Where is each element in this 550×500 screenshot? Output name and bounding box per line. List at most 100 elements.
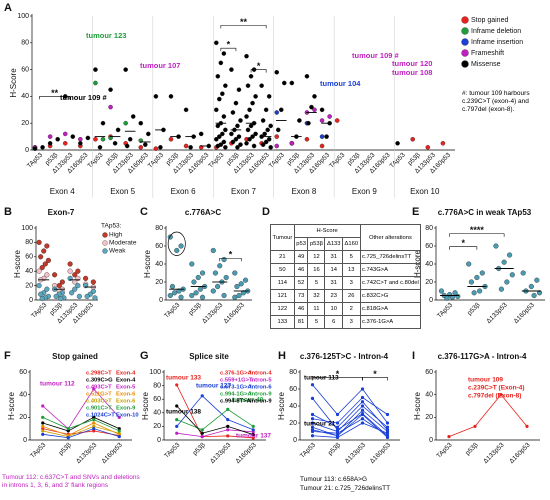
y-tick-label: 0 bbox=[25, 147, 29, 154]
y-tick-label: 40 bbox=[21, 93, 29, 100]
data-point bbox=[200, 428, 204, 432]
data-point bbox=[410, 137, 415, 142]
panel-label: A bbox=[4, 2, 12, 14]
annotation: tumour 123 bbox=[86, 31, 126, 40]
y-tick-label: 20 bbox=[425, 279, 433, 286]
legend-label: Inframe insertion bbox=[471, 39, 523, 46]
data-point bbox=[360, 395, 365, 400]
legend-swatch bbox=[461, 60, 469, 68]
annotation: tumour 120 bbox=[392, 59, 432, 68]
table-cell: 6 bbox=[324, 315, 343, 329]
data-point bbox=[236, 134, 242, 139]
table-cell: 3 bbox=[342, 276, 361, 290]
legend-swatch bbox=[102, 248, 108, 254]
panel-label: D bbox=[262, 206, 270, 218]
data-point bbox=[244, 141, 249, 146]
y-tick-label: 80 bbox=[21, 40, 29, 47]
data-point bbox=[504, 279, 510, 285]
legend-label: Weak bbox=[109, 248, 126, 255]
data-point bbox=[153, 146, 159, 151]
table-cell: 52 bbox=[293, 276, 309, 290]
data-point bbox=[75, 268, 81, 274]
table-row: 121 73 32 23 26 c.832C>G bbox=[270, 289, 422, 303]
table-cell: p53β bbox=[307, 237, 326, 251]
data-point bbox=[226, 424, 230, 428]
data-point bbox=[221, 51, 227, 56]
panel-title: Splice site bbox=[189, 352, 229, 361]
legend-label: Moderate bbox=[109, 240, 137, 247]
legend-label: c.309C>G bbox=[86, 378, 113, 384]
data-point bbox=[117, 431, 121, 435]
data-point bbox=[310, 421, 315, 425]
data-point bbox=[36, 283, 42, 289]
data-point bbox=[183, 107, 189, 113]
panel-title: Exon-7 bbox=[48, 208, 75, 217]
table-cell: 5 bbox=[342, 250, 361, 264]
data-point bbox=[297, 118, 302, 123]
data-point bbox=[178, 294, 184, 300]
data-point bbox=[324, 134, 329, 139]
data-point bbox=[41, 424, 45, 428]
annotation: tumour 109 # bbox=[60, 93, 108, 102]
data-point bbox=[67, 268, 73, 274]
table-cell: 14 bbox=[324, 263, 343, 277]
data-point bbox=[168, 94, 174, 99]
annotation: tumour 112 bbox=[40, 381, 75, 388]
group-label: Exon 7 bbox=[231, 187, 256, 196]
sig-label: * bbox=[257, 61, 261, 71]
panel-label: C bbox=[140, 206, 148, 218]
y-tick-label: 60 bbox=[155, 243, 163, 250]
data-point bbox=[274, 143, 280, 149]
panel-title: c.776A>C in weak TAp53 bbox=[438, 208, 532, 217]
data-point bbox=[200, 431, 204, 435]
y-tick-label: 100 bbox=[149, 369, 161, 376]
data-point bbox=[278, 107, 284, 113]
table-row: 50 46 16 14 13 c.743G>A bbox=[270, 263, 422, 277]
group-label: Exon 9 bbox=[352, 187, 377, 196]
data-point bbox=[143, 142, 148, 147]
table-cell: c.725_726delinsTT bbox=[359, 250, 422, 264]
data-point bbox=[70, 134, 76, 139]
data-point bbox=[242, 277, 249, 283]
data-point bbox=[525, 424, 529, 428]
data-point bbox=[230, 139, 236, 145]
table-cell: p53 bbox=[293, 237, 309, 251]
data-point bbox=[440, 141, 446, 146]
data-point bbox=[200, 394, 204, 398]
series-line bbox=[42, 416, 120, 432]
legend-label: c.994-1G>A bbox=[220, 392, 253, 398]
x-tick-label: Δ160p53 bbox=[369, 441, 393, 465]
data-point bbox=[253, 94, 258, 99]
data-point bbox=[235, 123, 240, 129]
data-point bbox=[534, 277, 540, 283]
y-axis-label: H-score bbox=[143, 249, 152, 278]
y-axis-label: H-Score bbox=[9, 68, 18, 98]
y-axis-label: H-score bbox=[7, 391, 16, 420]
x-tick-label: Δ133p53 bbox=[75, 441, 99, 465]
table: Tumour H-Score Other alterations p53 p53β Δ13… bbox=[270, 224, 422, 329]
data-point bbox=[198, 131, 204, 137]
series-line bbox=[312, 398, 388, 437]
data-point bbox=[169, 283, 176, 290]
annotation: c.797del (Exon-8) bbox=[468, 393, 521, 400]
legend-label: c.403C>T bbox=[86, 399, 112, 405]
data-point bbox=[310, 383, 315, 387]
y-tick-label: 0 bbox=[429, 437, 433, 444]
x-tick-label: Δ160p53 bbox=[508, 441, 532, 465]
data-point bbox=[93, 80, 98, 86]
y-tick-label: 40 bbox=[19, 392, 27, 399]
table-cell: 3 bbox=[342, 315, 361, 329]
data-point bbox=[41, 427, 45, 431]
y-tick-label: 20 bbox=[21, 120, 29, 127]
sig-bracket bbox=[220, 47, 237, 52]
sig-label: **** bbox=[470, 225, 485, 235]
y-tick-label: 60 bbox=[19, 369, 27, 376]
table-grid: Tumour H-Score Other alterations p53 p53β Δ13… bbox=[270, 224, 422, 329]
y-tick-label: 0 bbox=[293, 437, 297, 444]
panel-label: F bbox=[4, 350, 11, 362]
data-point bbox=[385, 425, 390, 429]
data-point bbox=[335, 425, 340, 429]
data-point bbox=[92, 418, 96, 422]
data-point bbox=[244, 114, 249, 119]
data-point bbox=[479, 270, 485, 276]
